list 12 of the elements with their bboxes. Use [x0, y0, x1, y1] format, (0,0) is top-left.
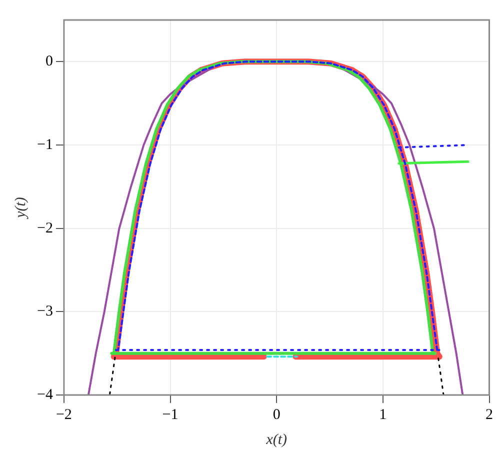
y-tick-label: −2 — [36, 220, 53, 236]
y-axis-title: y(t) — [12, 197, 29, 220]
y-tick-label: 0 — [45, 54, 53, 70]
x-tick-label: 1 — [379, 406, 387, 423]
y-tick-label: −3 — [36, 304, 53, 320]
x-tick-label: −2 — [56, 406, 72, 423]
y-tick-label: −1 — [36, 136, 53, 153]
x-tick-label: 2 — [486, 406, 493, 423]
x-axis-title: x(t) — [265, 432, 288, 448]
x-tick-label: 0 — [272, 406, 280, 423]
x-tick-label: −1 — [162, 406, 178, 423]
y-tick-label: −4 — [36, 386, 54, 403]
